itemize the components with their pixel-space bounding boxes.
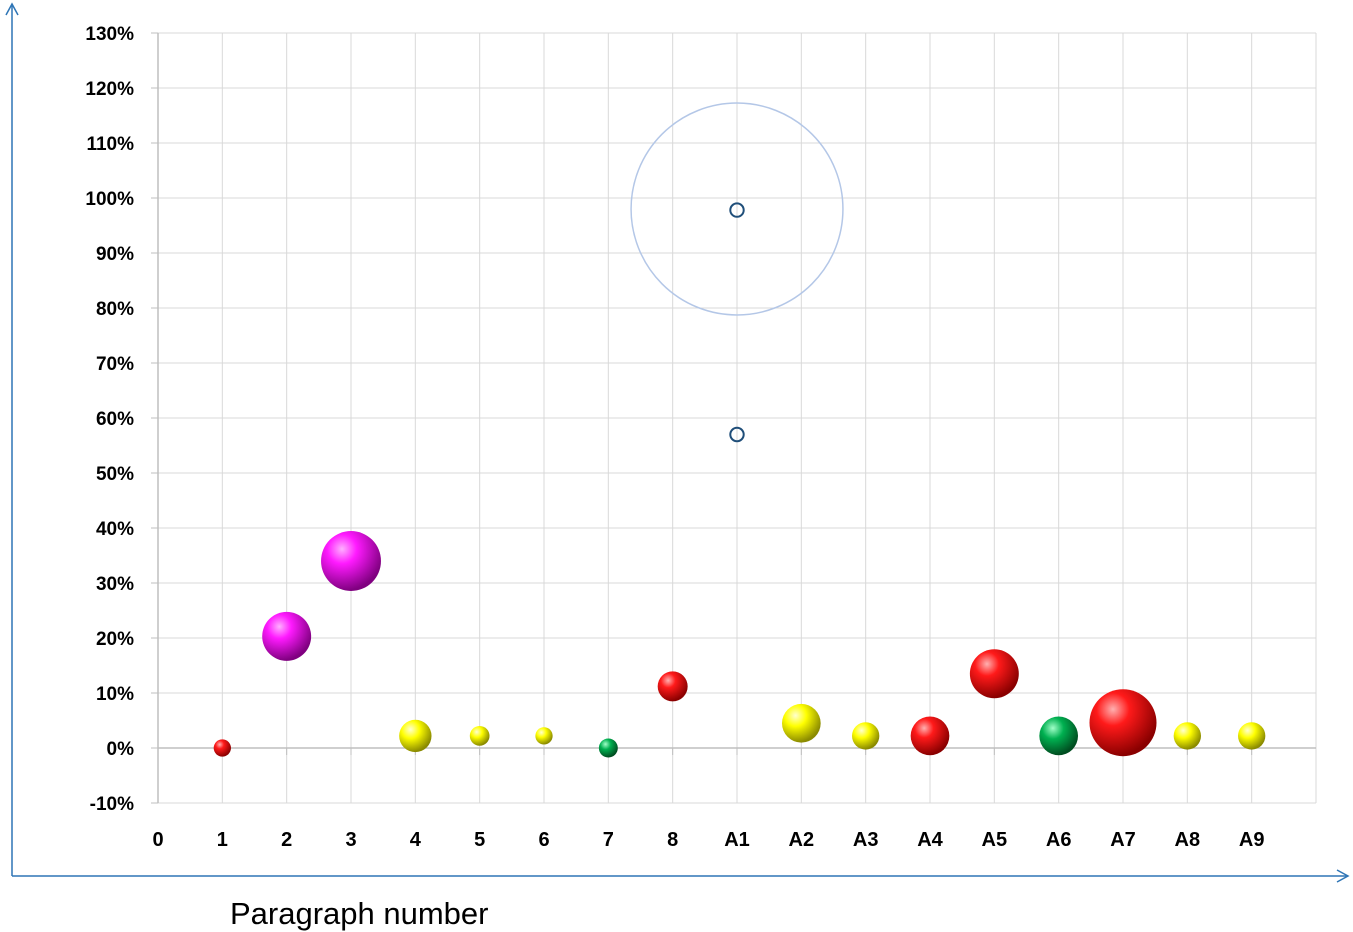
x-tick-label: A7 <box>1110 829 1136 851</box>
y-tick-label: -10% <box>90 794 134 815</box>
x-tick-label: A3 <box>853 829 879 851</box>
x-tick-label: 3 <box>345 829 356 851</box>
x-tick-label: 6 <box>538 829 549 851</box>
y-tick-label: 0% <box>107 739 135 760</box>
y-tick-label: 20% <box>96 629 134 650</box>
x-tick-label: A5 <box>982 829 1008 851</box>
x-tick-label: A6 <box>1046 829 1072 851</box>
data-bubble <box>262 611 312 661</box>
data-bubble <box>213 739 231 757</box>
y-tick-label: 110% <box>86 134 134 155</box>
y-tick-label: 30% <box>96 574 134 595</box>
y-tick-label: 40% <box>96 519 134 540</box>
data-bubble <box>598 738 618 758</box>
data-bubble <box>399 719 432 753</box>
y-tick-label: 10% <box>96 684 134 705</box>
data-bubble-outline <box>729 426 745 443</box>
x-tick-label: A1 <box>724 829 750 851</box>
x-tick-label: 5 <box>474 829 485 851</box>
x-tick-label: A9 <box>1239 829 1265 851</box>
data-bubble <box>321 531 381 591</box>
data-bubble <box>535 727 553 745</box>
y-tick-label: 80% <box>96 299 134 320</box>
data-bubble <box>969 649 1019 699</box>
x-tick-label: A4 <box>917 829 943 851</box>
x-tick-label: 4 <box>410 829 422 851</box>
x-tick-label: 1 <box>217 829 228 851</box>
x-axis-title: Paragraph number <box>230 896 489 931</box>
data-bubble <box>469 726 490 746</box>
y-tick-label: 70% <box>96 354 134 375</box>
x-tick-label: A8 <box>1175 829 1201 851</box>
x-tick-label: 0 <box>152 829 163 851</box>
data-bubble <box>657 671 688 702</box>
y-tick-label: 130% <box>85 24 134 45</box>
data-bubble <box>851 722 880 750</box>
x-tick-label: 2 <box>281 829 292 851</box>
data-bubble-outline <box>630 102 844 316</box>
y-tick-label: 60% <box>96 409 134 430</box>
x-tick-label: A2 <box>789 829 815 851</box>
data-bubble-outline <box>729 202 745 218</box>
data-bubble <box>1173 722 1202 750</box>
data-bubble <box>910 716 950 756</box>
y-tick-label: 50% <box>96 464 134 485</box>
x-tick-label: 8 <box>667 829 678 851</box>
y-tick-label: 120% <box>85 79 134 100</box>
y-tick-label: 90% <box>96 244 134 265</box>
data-bubble <box>781 703 821 743</box>
data-bubble <box>1089 689 1157 757</box>
x-tick-label: 7 <box>603 829 614 851</box>
data-bubble <box>1237 722 1266 750</box>
data-bubble <box>1039 716 1079 756</box>
y-tick-label: 100% <box>85 189 134 210</box>
